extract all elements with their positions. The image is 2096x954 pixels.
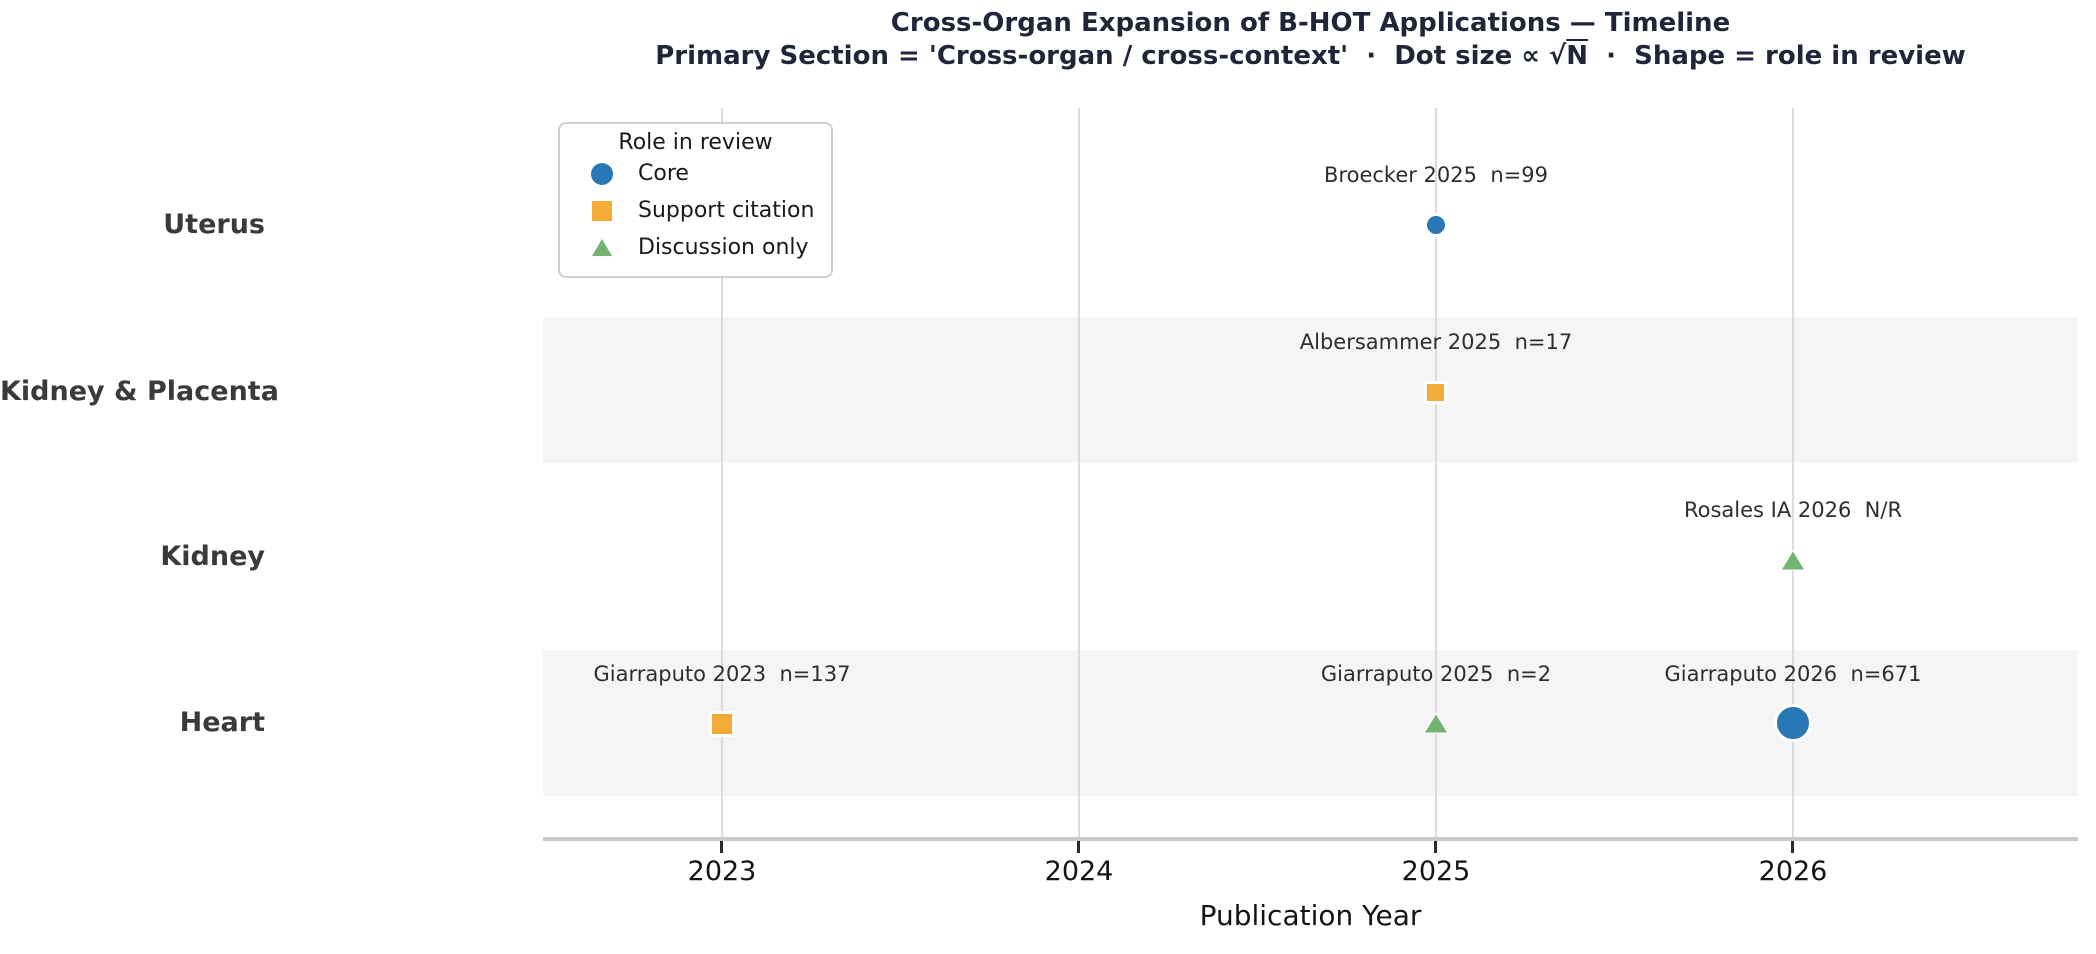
legend-item-core: Core xyxy=(560,155,831,192)
marker-discussion-rosales-2026 xyxy=(1780,550,1806,571)
x-tick-label-2024: 2024 xyxy=(1044,856,1114,887)
gridline-2025 xyxy=(1435,108,1437,838)
x-tick-label-2025: 2025 xyxy=(1401,856,1471,887)
gridline-2024 xyxy=(1078,108,1080,838)
marker-support-giarraputo-2023 xyxy=(709,711,735,737)
legend-title: Role in review xyxy=(618,130,773,155)
x-tick-label-2026: 2026 xyxy=(1758,856,1828,887)
support-square-icon xyxy=(588,200,616,221)
x-tick-label-2023: 2023 xyxy=(687,856,757,887)
x-axis-spine xyxy=(543,837,2078,841)
marker-support-albersammer-2025 xyxy=(1424,381,1447,404)
sqrt-argument: N xyxy=(1566,41,1589,71)
sqrt-symbol: √ xyxy=(1548,41,1567,71)
annotation-rosales-2026: Rosales IA 2026 N/R xyxy=(1683,498,1903,522)
core-circle-icon xyxy=(588,162,616,185)
chart-title: Cross-Organ Expansion of B-HOT Applicati… xyxy=(890,8,1731,38)
x-tick-2025 xyxy=(1434,841,1437,853)
annotation-albersammer-2025: Albersammer 2025 n=17 xyxy=(1299,330,1573,354)
subtitle-text-right: · Shape = role in review xyxy=(1588,41,1966,71)
row-band-kidney-placenta xyxy=(543,317,2078,463)
y-label-uterus: Uterus xyxy=(163,209,265,240)
marker-core-broecker-2025 xyxy=(1424,213,1448,237)
legend-item-label: Support citation xyxy=(638,198,815,223)
marker-core-giarraputo-2026 xyxy=(1774,704,1812,742)
gridline-2023 xyxy=(721,108,723,838)
legend-item-discussion-only: Discussion only xyxy=(560,229,831,266)
subtitle-text-left: Primary Section = 'Cross-organ / cross-c… xyxy=(655,41,1549,71)
annotation-giarraputo-2025: Giarraputo 2025 n=2 xyxy=(1320,662,1552,686)
annotation-giarraputo-2026: Giarraputo 2026 n=671 xyxy=(1664,662,1922,686)
legend: Role in review Core Support citation Dis… xyxy=(558,122,833,278)
x-axis-title: Publication Year xyxy=(1199,899,1422,932)
gridline-2026 xyxy=(1792,108,1794,838)
y-label-kidney-placenta: Kidney & Placenta xyxy=(0,376,279,407)
legend-item-label: Discussion only xyxy=(638,235,809,260)
x-tick-2026 xyxy=(1791,841,1794,853)
row-band-heart xyxy=(543,650,2078,796)
y-label-heart: Heart xyxy=(179,707,265,738)
discussion-triangle-icon xyxy=(588,237,616,258)
legend-item-support-citation: Support citation xyxy=(560,192,831,229)
marker-discussion-giarraputo-2025 xyxy=(1423,713,1449,734)
x-tick-2023 xyxy=(720,841,723,853)
annotation-giarraputo-2023: Giarraputo 2023 n=137 xyxy=(593,662,851,686)
y-label-kidney: Kidney xyxy=(160,541,265,572)
x-tick-2024 xyxy=(1077,841,1080,853)
annotation-broecker-2025: Broecker 2025 n=99 xyxy=(1324,163,1548,187)
legend-item-label: Core xyxy=(638,161,689,186)
chart-subtitle: Primary Section = 'Cross-organ / cross-c… xyxy=(303,41,2096,71)
